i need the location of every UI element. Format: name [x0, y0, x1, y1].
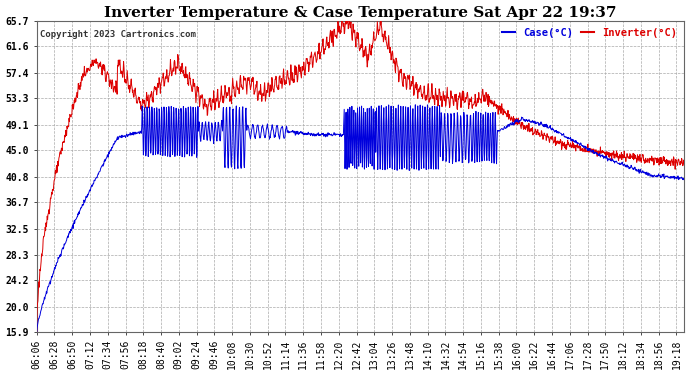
Legend: Case(°C), Inverter(°C): Case(°C), Inverter(°C): [500, 26, 679, 40]
Title: Inverter Temperature & Case Temperature Sat Apr 22 19:37: Inverter Temperature & Case Temperature …: [104, 6, 617, 20]
Text: Copyright 2023 Cartronics.com: Copyright 2023 Cartronics.com: [40, 30, 196, 39]
